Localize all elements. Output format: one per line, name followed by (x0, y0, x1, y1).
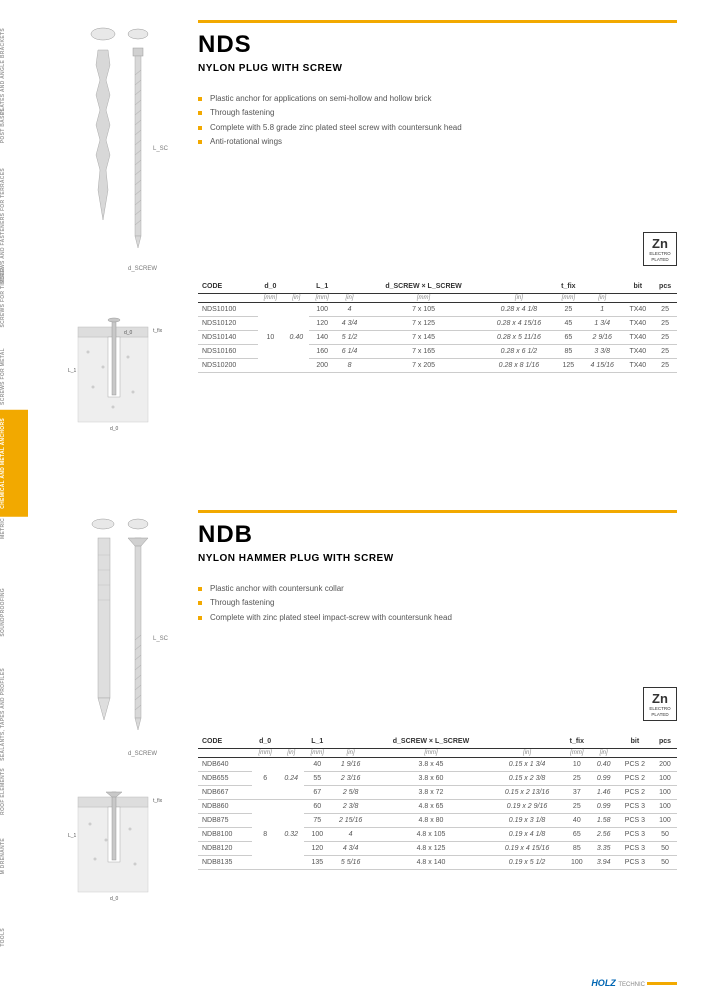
svg-text:d_0: d_0 (110, 896, 119, 902)
svg-text:L_SCREW: L_SCREW (153, 636, 168, 642)
sidebar-tab[interactable]: CHEMICAL AND METAL ANCHORS (0, 410, 28, 517)
sidebar-tab[interactable]: SCREWS FOR TIMBER (0, 260, 28, 336)
sidebar-tab[interactable]: SOUNDPROOFING (0, 580, 28, 645)
nds-features: Plastic anchor for applications on semi-… (198, 92, 677, 150)
ndb-features: Plastic anchor with countersunk collarTh… (198, 582, 677, 625)
svg-text:L_1: L_1 (68, 833, 77, 839)
svg-text:L_1: L_1 (68, 368, 77, 374)
svg-text:t_fix: t_fix (153, 798, 163, 804)
feature-item: Plastic anchor with countersunk collar (198, 582, 677, 596)
footer-brand: HOLZ TECHNIC (591, 978, 677, 988)
feature-item: Through fastening (198, 106, 677, 120)
svg-text:d_0: d_0 (110, 426, 119, 432)
ndb-subtitle: NYLON HAMMER PLUG WITH SCREW (198, 553, 677, 564)
sidebar-tab[interactable]: ROOF ELEMENTS (0, 760, 28, 823)
nds-table: CODEd_0L_1d_SCREW × L_SCREWt_fixbitpcs[m… (198, 280, 677, 373)
nds-product-image: L_SCREW d_SCREW d_0 t_fix L_1 d_0 (68, 20, 178, 434)
feature-item: Complete with zinc plated steel impact-s… (198, 611, 677, 625)
svg-text:L_SCREW: L_SCREW (153, 146, 168, 152)
category-sidebar: PLATES AND ANGLE BRACKETSPOST BASESSCREW… (0, 0, 28, 1000)
sidebar-tab[interactable]: METRIC (0, 510, 28, 547)
nds-subtitle: NYLON PLUG WITH SCREW (198, 63, 677, 74)
zn-badge: Zn ELECTRO PLATED (643, 687, 677, 721)
product-nds: L_SCREW d_SCREW d_0 t_fix L_1 d_0 (68, 20, 677, 490)
ndb-table: CODEd_0L_1d_SCREW × L_SCREWt_fixbitpcs[m… (198, 735, 677, 870)
svg-text:t_fix: t_fix (153, 328, 163, 334)
feature-item: Anti-rotational wings (198, 135, 677, 149)
ndb-product-image: L_SCREW d_SCREW t_fix L_1 d_0 (68, 510, 178, 904)
sidebar-tab[interactable]: POST BASES (0, 100, 28, 151)
nds-title: NDS (198, 31, 677, 59)
table-row: NDS10100100.4010047 x 1050.28 x 4 1/8251… (198, 302, 677, 316)
sidebar-tab[interactable]: M DRENANTE (0, 830, 28, 882)
sidebar-tab[interactable]: SCREWS FOR METAL (0, 340, 28, 413)
sidebar-tab[interactable]: SEALANTS, TAPES AND PROFILES (0, 660, 28, 769)
svg-text:d_SCREW: d_SCREW (128, 751, 157, 757)
product-ndb: L_SCREW d_SCREW t_fix L_1 d_0 NDB (68, 510, 677, 870)
table-row: NDB64060.24401 9/163.8 x 450.15 x 1 3/41… (198, 758, 677, 772)
zn-badge: Zn ELECTRO PLATED (643, 232, 677, 266)
feature-item: Plastic anchor for applications on semi-… (198, 92, 677, 106)
feature-item: Complete with 5.8 grade zinc plated stee… (198, 121, 677, 135)
table-row: NDB86080.32602 3/84.8 x 650.19 x 2 9/162… (198, 800, 677, 814)
ndb-title: NDB (198, 521, 677, 549)
sidebar-tab[interactable]: TOOLS (0, 920, 28, 955)
svg-text:d_SCREW: d_SCREW (128, 266, 157, 272)
svg-text:d_0: d_0 (124, 330, 133, 336)
feature-item: Through fastening (198, 596, 677, 610)
